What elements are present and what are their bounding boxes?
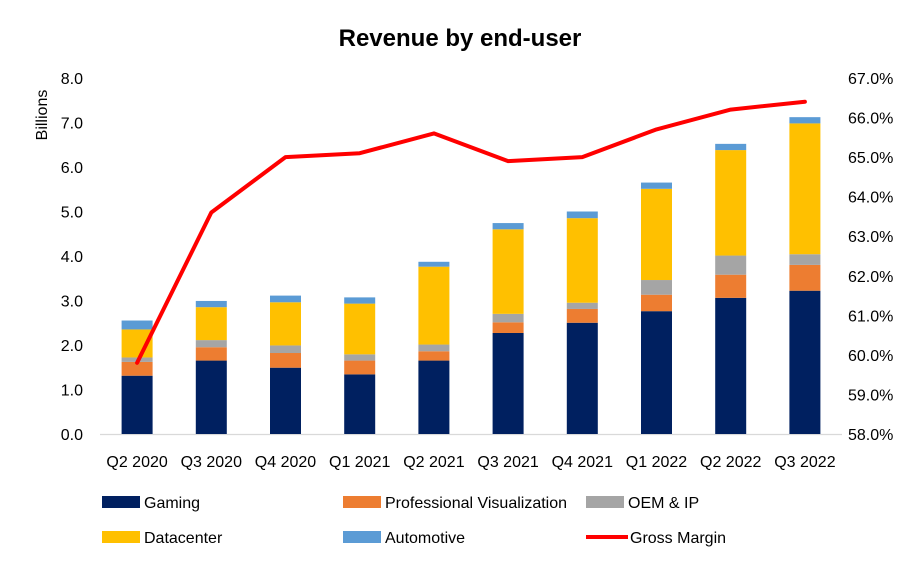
bar-datacenter <box>492 229 524 314</box>
legend-label-gross-margin: Gross Margin <box>630 530 726 547</box>
gross-margin-line-group <box>135 99 807 365</box>
bar-gaming <box>641 311 672 434</box>
y2-tick-label: 67.0% <box>848 71 893 88</box>
y2-tick-label: 61.0% <box>848 308 893 325</box>
bar-professional-visualization <box>121 361 153 376</box>
bar-datacenter <box>641 188 672 281</box>
bar-automotive <box>789 117 821 124</box>
gross-margin-line <box>135 99 807 365</box>
y-axis-label: Billions <box>34 90 51 141</box>
x-tick-label: Q4 2021 <box>552 454 613 471</box>
legend-label-professional-visualization: Professional Visualization <box>385 495 567 512</box>
bar-gaming <box>715 297 747 434</box>
bar-professional-visualization <box>195 347 227 361</box>
y2-tick-label: 60.0% <box>848 348 893 365</box>
bar-professional-visualization <box>418 351 450 361</box>
bar-oem-and-ip <box>270 345 301 354</box>
y-axis-ticks: 0.0 1.0 2.0 3.0 4.0 5.0 6.0 7.0 8.0 <box>61 71 83 444</box>
bar-gaming <box>270 367 301 434</box>
y2-tick-label: 63.0% <box>848 229 893 246</box>
bar-gaming <box>418 360 450 434</box>
y2-tick-label: 66.0% <box>848 111 893 128</box>
y-tick-label: 4.0 <box>61 249 83 266</box>
legend-swatch-datacenter <box>102 531 140 543</box>
bar-automotive <box>195 300 227 308</box>
bar-datacenter <box>566 218 598 303</box>
bar-gaming <box>566 322 598 434</box>
bar-professional-visualization <box>789 264 821 291</box>
bar-datacenter <box>789 123 821 255</box>
x-tick-label: Q1 2021 <box>329 454 390 471</box>
legend-swatch-professional-visualization <box>343 496 381 508</box>
bar-datacenter <box>195 307 227 341</box>
bar-oem-and-ip <box>344 354 376 361</box>
bar-automotive <box>344 297 376 304</box>
bar-oem-and-ip <box>566 302 598 309</box>
bar-professional-visualization <box>492 322 524 333</box>
y-tick-label: 7.0 <box>61 116 83 133</box>
y-tick-label: 2.0 <box>61 338 83 355</box>
y2-tick-label: 62.0% <box>848 269 893 286</box>
bar-automotive <box>566 211 598 219</box>
x-tick-label: Q2 2021 <box>403 454 464 471</box>
bar-oem-and-ip <box>715 255 747 275</box>
bar-automotive <box>418 261 450 267</box>
bar-automotive <box>641 182 672 189</box>
legend-label-datacenter: Datacenter <box>144 530 223 547</box>
chart-title: Revenue by end-user <box>339 25 582 52</box>
bar-oem-and-ip <box>418 344 450 352</box>
x-tick-label: Q4 2020 <box>255 454 316 471</box>
legend: Gaming Professional Visualization OEM & IP… <box>102 495 726 547</box>
bar-datacenter <box>344 303 376 355</box>
x-tick-label: Q1 2022 <box>626 454 687 471</box>
x-axis-ticks: Q2 2020 Q3 2020 Q4 2020 Q1 2021 Q2 2021 Q3 20… <box>106 454 835 471</box>
legend-swatch-gaming <box>102 496 140 508</box>
x-tick-label: Q2 2022 <box>700 454 761 471</box>
x-tick-label: Q3 2022 <box>774 454 835 471</box>
bar-oem-and-ip <box>789 254 821 265</box>
legend-swatch-automotive <box>343 531 381 543</box>
bar-professional-visualization <box>344 360 376 375</box>
y2-tick-label: 59.0% <box>848 387 893 404</box>
bar-gaming <box>344 374 376 434</box>
bar-automotive <box>715 143 747 151</box>
y-tick-label: 5.0 <box>61 205 83 222</box>
x-tick-label: Q2 2020 <box>106 454 167 471</box>
y2-tick-label: 65.0% <box>848 150 893 167</box>
bar-professional-visualization <box>270 353 301 368</box>
bar-automotive <box>270 295 301 303</box>
bar-oem-and-ip <box>492 313 524 323</box>
y2-tick-label: 58.0% <box>848 427 893 444</box>
bar-automotive <box>492 223 524 230</box>
y-tick-label: 8.0 <box>61 71 83 88</box>
bar-series <box>121 117 821 434</box>
legend-swatch-oem-and-ip <box>586 496 624 508</box>
y2-axis-ticks: 58.0% 59.0% 60.0% 61.0% 62.0% 63.0% 64.0% 65.0%… <box>848 71 893 444</box>
y-tick-label: 0.0 <box>61 427 83 444</box>
bar-professional-visualization <box>566 308 598 323</box>
bar-professional-visualization <box>715 274 747 298</box>
y2-tick-label: 64.0% <box>848 190 893 207</box>
y-tick-label: 6.0 <box>61 160 83 177</box>
bar-datacenter <box>715 150 747 256</box>
legend-label-automotive: Automotive <box>385 530 465 547</box>
bar-oem-and-ip <box>641 280 672 295</box>
bar-gaming <box>492 332 524 434</box>
bar-automotive <box>121 320 153 330</box>
legend-label-gaming: Gaming <box>144 495 200 512</box>
bar-gaming <box>789 290 821 434</box>
bar-professional-visualization <box>641 294 672 312</box>
y-tick-label: 1.0 <box>61 383 83 400</box>
bar-datacenter <box>418 266 450 345</box>
y-tick-label: 3.0 <box>61 294 83 311</box>
bar-gaming <box>121 375 153 434</box>
x-tick-label: Q3 2021 <box>477 454 538 471</box>
legend-label-oem-and-ip: OEM & IP <box>628 495 699 512</box>
bar-gaming <box>195 360 227 434</box>
bar-datacenter <box>270 302 301 346</box>
bar-oem-and-ip <box>195 340 227 348</box>
x-tick-label: Q3 2020 <box>181 454 242 471</box>
